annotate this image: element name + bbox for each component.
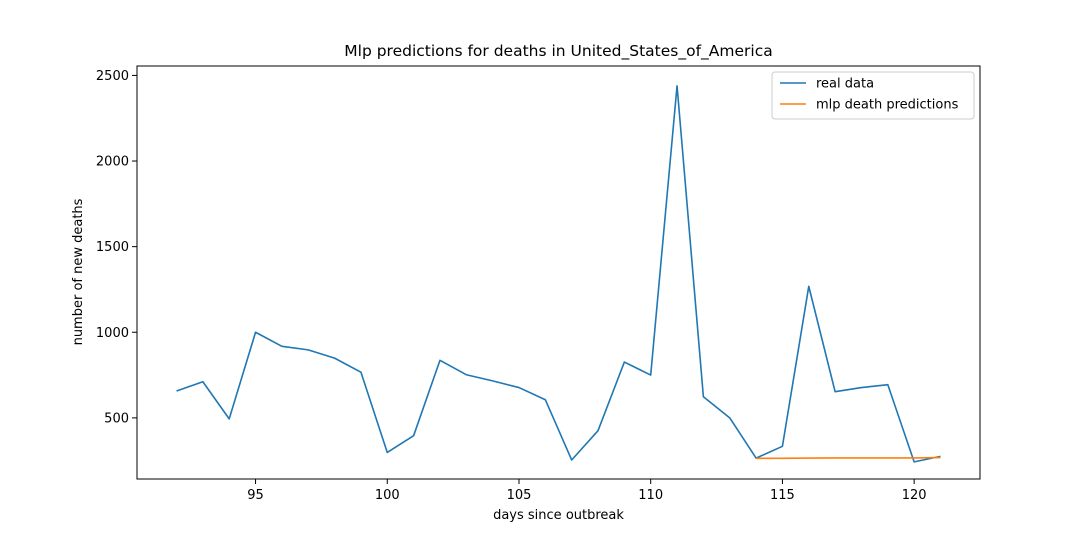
plot-frame — [136, 65, 981, 480]
legend-box — [771, 71, 975, 120]
legend-label: mlp death predictions — [816, 98, 959, 113]
legend-label: real data — [816, 77, 874, 92]
chart-title: Mlp predictions for deaths in United_Sta… — [344, 42, 772, 61]
plot-area — [176, 85, 941, 463]
x-tick-label: 115 — [770, 488, 795, 503]
y-tick-label: 1000 — [96, 326, 129, 341]
legend: real data mlp death predictions — [771, 71, 975, 120]
x-tick-label: 105 — [507, 488, 532, 503]
y-tick-label: 500 — [104, 411, 129, 426]
x-tick-label: 120 — [902, 488, 927, 503]
series-line-0 — [176, 85, 941, 463]
x-axis-title: days since outbreak — [493, 508, 624, 523]
y-axis-ticks: 500 1000 1500 2000 2500 — [96, 69, 137, 426]
x-tick-label: 100 — [375, 488, 400, 503]
x-tick-label: 95 — [247, 488, 264, 503]
y-tick-label: 1500 — [96, 240, 129, 255]
x-tick-label: 110 — [638, 488, 663, 503]
y-axis-title: number of new deaths — [71, 198, 86, 345]
x-axis-ticks: 95 100 105 110 115 120 — [247, 479, 927, 503]
y-tick-label: 2500 — [96, 69, 129, 84]
series-line-1 — [756, 456, 941, 460]
y-tick-label: 2000 — [96, 155, 129, 170]
